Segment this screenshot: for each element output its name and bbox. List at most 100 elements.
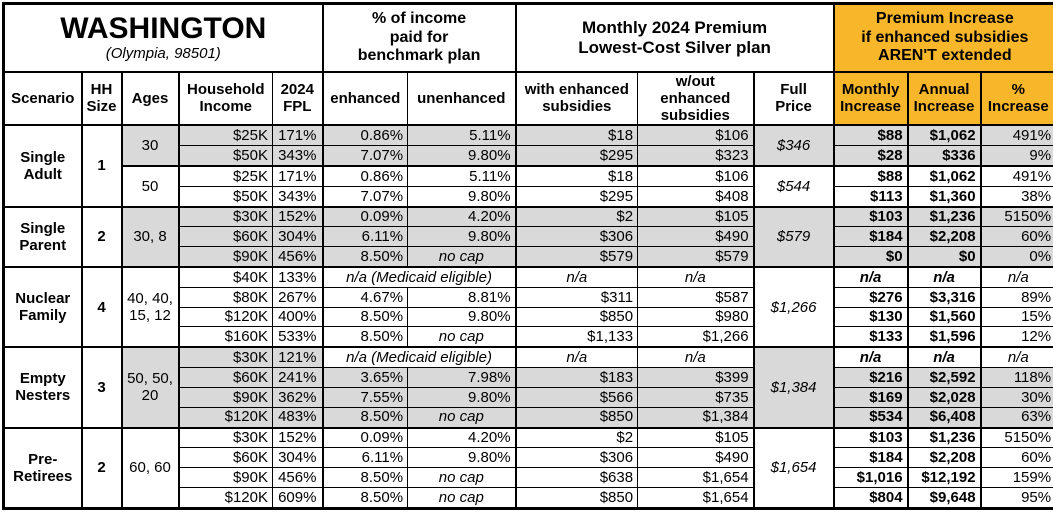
- table-row: $80K 267% 4.67% 8.81% $311 $587 $276 $3,316 89%: [4, 286, 1053, 308]
- hh-size-cell: 4: [80, 266, 122, 348]
- wout-subsidies-cell: $1,654: [637, 486, 755, 510]
- annual-increase-cell: n/a: [906, 346, 982, 369]
- table-row: Single Adult 1 30 $25K 171% 0.86% 5.11% $18 $106…: [3, 124, 1053, 208]
- enhanced-pct-cell: 6.11%: [321, 447, 409, 469]
- household-income-cell: $30K: [177, 205, 273, 228]
- annual-increase-cell: $2,592: [906, 367, 982, 388]
- household-income-cell: $120K: [177, 406, 273, 429]
- monthly-increase-cell: n/a: [832, 265, 909, 288]
- monthly-increase-cell: $1,016: [832, 467, 909, 488]
- table-row: $90K 362% 7.55% 9.80% $566 $735 $169 $2,028 30%: [4, 386, 1053, 408]
- col-header-fpl: 2024 FPL: [271, 70, 324, 126]
- enhanced-pct-cell: 3.65%: [321, 367, 409, 388]
- table-row: Pre-Retirees 2 60, 60 $30K 152% 0.09% 4.20% $2 $…: [3, 426, 1053, 509]
- col-header-monthly-increase: Monthly Increase: [832, 70, 909, 126]
- pct-increase-cell: 491%: [979, 124, 1053, 147]
- pct-increase-cell: 491%: [979, 164, 1053, 187]
- unenhanced-pct-cell: 8.81%: [407, 286, 517, 308]
- with-subsidies-cell: $579: [514, 246, 639, 268]
- fpl-cell: 121%: [271, 346, 324, 369]
- with-subsidies-cell: $2: [514, 205, 639, 228]
- table-row: $60K 304% 6.11% 9.80% $306 $490 $184 $2,208 60%: [4, 447, 1053, 469]
- wout-subsidies-cell: $408: [637, 185, 755, 208]
- table-row: $120K 609% 8.50% no cap $850 $1,654 $804 $9,648…: [4, 486, 1053, 510]
- monthly-increase-cell: $133: [832, 326, 909, 348]
- annual-increase-cell: $9,648: [906, 486, 982, 510]
- household-income-cell: $25K: [177, 124, 273, 147]
- fpl-cell: 343%: [271, 145, 324, 167]
- with-subsidies-cell: $850: [514, 406, 639, 429]
- enhanced-pct-cell: 8.50%: [321, 467, 409, 488]
- pct-increase-cell: 5150%: [979, 426, 1053, 449]
- state-title-cell: WASHINGTON (Olympia, 98501): [2, 3, 324, 72]
- monthly-increase-cell: $113: [832, 185, 909, 208]
- col-header-annual-increase: Annual Increase: [906, 70, 982, 126]
- scenario-cell: Nuclear Family: [3, 266, 82, 348]
- household-income-cell: $30K: [177, 346, 273, 369]
- pct-increase-cell: 60%: [979, 226, 1053, 248]
- table-row: $160K 533% 8.50% no cap $1,133 $1,266 $133 $1,5…: [4, 326, 1053, 348]
- unenhanced-pct-cell: 9.80%: [407, 185, 517, 208]
- pct-increase-cell: 89%: [979, 286, 1053, 308]
- wout-subsidies-cell: n/a: [637, 265, 755, 288]
- ages-cell: 60, 60: [120, 426, 179, 509]
- unenhanced-pct-cell: 4.20%: [407, 205, 517, 228]
- ages-cell: 30: [120, 124, 179, 167]
- annual-increase-cell: $12,192: [906, 467, 982, 488]
- monthly-increase-cell: $130: [832, 306, 909, 328]
- monthly-increase-cell: $276: [832, 286, 909, 308]
- wout-subsidies-cell: $490: [637, 447, 755, 469]
- household-income-cell: $80K: [177, 286, 273, 308]
- unenhanced-pct-cell: no cap: [407, 246, 517, 268]
- monthly-increase-cell: $216: [832, 367, 909, 388]
- household-income-cell: $160K: [177, 326, 273, 348]
- pct-increase-cell: 0%: [979, 246, 1053, 268]
- enhanced-pct-cell: 6.11%: [321, 226, 409, 248]
- scenario-cell: Single Adult: [3, 124, 82, 208]
- scenario-cell: Single Parent: [3, 205, 82, 268]
- unenhanced-pct-cell: no cap: [407, 467, 517, 488]
- ages-cell: 50: [120, 164, 179, 208]
- col-header-scenario: Scenario: [3, 70, 82, 126]
- with-subsidies-cell: $306: [514, 447, 639, 469]
- pct-increase-cell: 63%: [979, 406, 1053, 429]
- fpl-cell: 456%: [271, 246, 324, 268]
- wout-subsidies-cell: $980: [637, 306, 755, 328]
- wout-subsidies-cell: $587: [637, 286, 755, 308]
- table-row: 50 $25K 171% 0.86% 5.11% $18 $106 $544 $88 $1,062…: [4, 164, 1053, 208]
- wout-subsidies-cell: $579: [637, 246, 755, 268]
- hh-size-cell: 1: [80, 124, 122, 208]
- household-income-cell: $50K: [177, 145, 273, 167]
- table-row: $50K 343% 7.07% 9.80% $295 $408 $113 $1,360 38%: [4, 185, 1053, 208]
- hh-size-cell: 2: [80, 426, 122, 509]
- unenhanced-pct-cell: no cap: [407, 406, 517, 429]
- section-premium-header: Monthly 2024 Premium Lowest-Cost Silver …: [514, 3, 835, 72]
- wout-subsidies-cell: $1,654: [637, 467, 755, 488]
- hh-size-cell: 3: [80, 346, 122, 429]
- annual-increase-cell: $1,062: [906, 164, 982, 187]
- household-income-cell: $50K: [177, 185, 273, 208]
- with-subsidies-cell: $295: [514, 145, 639, 167]
- table-row: $90K 456% 8.50% no cap $579 $579 $0 $0 0%: [4, 246, 1053, 268]
- fpl-cell: 171%: [271, 124, 324, 147]
- col-header-enhanced: enhanced: [321, 70, 409, 126]
- pct-increase-cell: 30%: [979, 386, 1053, 408]
- monthly-increase-cell: $184: [832, 226, 909, 248]
- household-income-cell: $120K: [177, 486, 273, 510]
- annual-increase-cell: $6,408: [906, 406, 982, 429]
- enhanced-pct-cell: 0.09%: [321, 205, 409, 228]
- with-subsidies-cell: $18: [514, 124, 639, 147]
- table-row: $90K 456% 8.50% no cap $638 $1,654 $1,016 $12,1…: [4, 467, 1053, 488]
- fpl-cell: 456%: [271, 467, 324, 488]
- fpl-cell: 152%: [271, 205, 324, 228]
- enhanced-pct-cell: 7.07%: [321, 185, 409, 208]
- annual-increase-cell: $2,028: [906, 386, 982, 408]
- table-row: Single Parent 2 30, 8 $30K 152% 0.09% 4.20% $2 $…: [3, 205, 1053, 268]
- unenhanced-pct-cell: 9.80%: [407, 145, 517, 167]
- table-row: $120K 483% 8.50% no cap $850 $1,384 $534 $6,408…: [4, 406, 1053, 429]
- medicaid-note-cell: n/a (Medicaid eligible): [321, 265, 517, 288]
- pct-increase-cell: 60%: [979, 447, 1053, 469]
- wout-subsidies-cell: $106: [637, 164, 755, 187]
- full-price-cell: $1,654: [752, 426, 835, 509]
- annual-increase-cell: $1,236: [906, 426, 982, 449]
